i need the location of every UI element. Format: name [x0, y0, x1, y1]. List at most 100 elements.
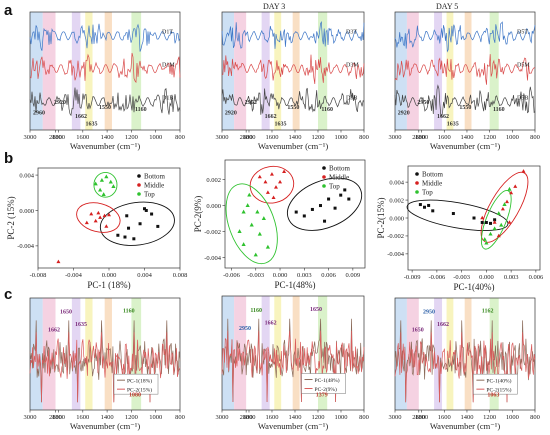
x-tick-label: 1000: [149, 134, 162, 141]
score-point-middle: [513, 184, 518, 188]
score-point-bottom: [423, 205, 426, 209]
spectral-band: [104, 12, 112, 130]
legend-marker: [137, 192, 141, 196]
y-tick-label: 0.004: [389, 179, 404, 186]
plot-frame: [394, 297, 536, 411]
peak-annotation: 1379: [316, 392, 328, 398]
x-axis-label: Wavenumber (cm⁻¹): [70, 141, 140, 151]
loading-line: [394, 332, 536, 403]
peak-annotation: 1662: [265, 321, 277, 327]
y-axis-label: PC-2(15%): [376, 198, 386, 239]
score-point-bottom: [451, 212, 455, 216]
score-point-bottom: [156, 224, 160, 228]
confidence-ellipse: [406, 199, 509, 231]
score-point-top: [257, 231, 262, 236]
x-tick-label: 1600: [438, 414, 451, 421]
score-point-bottom: [333, 206, 337, 210]
score-point-bottom: [144, 208, 148, 212]
x-axis-label: PC-1 (18%): [87, 280, 130, 290]
score-point-middle: [96, 210, 101, 215]
x-tick-label: -0.004: [65, 272, 83, 279]
x-tick-label: 1800: [52, 414, 65, 421]
peak-annotation: 1635: [275, 121, 287, 127]
legend-marker: [415, 172, 419, 176]
x-tick-label: 1800: [242, 414, 255, 421]
series-label: D3T: [346, 30, 357, 36]
y-tick-label: 0.000: [389, 215, 404, 222]
legend-label: PC-1(48%): [315, 377, 340, 384]
score-point-top: [496, 211, 501, 215]
spectrum-line: [29, 87, 181, 117]
legend-marker: [137, 183, 141, 187]
score-point-bottom: [318, 204, 322, 208]
x-tick-label: 1200: [125, 414, 138, 421]
spectrum-line: [221, 54, 365, 85]
x-tick-label: 0.000: [479, 274, 494, 281]
x-tick-label: 2800: [412, 414, 425, 421]
legend-marker: [415, 181, 419, 185]
score-point-bottom: [418, 203, 422, 207]
confidence-ellipse: [249, 165, 295, 204]
y-axis-label: PC-2 (15%): [6, 196, 16, 239]
spectrum-line: [394, 54, 536, 85]
score-point-middle: [505, 199, 509, 204]
loading-line: [394, 320, 536, 403]
spectral-band: [131, 298, 142, 410]
score-point-top: [482, 237, 487, 241]
x-axis-label: PC-1(40%): [454, 282, 495, 292]
x-tick-label: 1600: [76, 134, 89, 141]
x-tick-label: 800: [530, 414, 540, 421]
x-tick-label: 3000: [216, 414, 229, 421]
score-point-top: [247, 192, 252, 197]
score-point-middle: [257, 174, 262, 179]
x-tick-label: -0.003: [247, 272, 264, 279]
peak-annotation: 2960: [33, 111, 45, 117]
panel-b1: -0.008 -0.004 0.000 0.004 0.008 0.004 0.000 -0.…: [6, 167, 187, 290]
peak-annotation: 2920: [398, 111, 410, 117]
panel-b3: -0.009 -0.006 -0.003 0.000 0.003 0.006 0.004 0.…: [376, 165, 544, 292]
score-point-top: [108, 179, 113, 184]
peak-annotation: 1160: [135, 107, 147, 113]
spectral-band: [71, 12, 81, 130]
score-point-middle: [102, 213, 107, 218]
score-point-bottom: [427, 203, 431, 207]
y-tick-label: 0.002: [206, 177, 221, 184]
series-label: D3M: [346, 63, 359, 69]
spectral-band: [261, 12, 270, 130]
score-point-top: [98, 187, 103, 192]
confidence-ellipse: [480, 171, 529, 243]
legend-marker: [415, 190, 419, 194]
x-tick-label: 2800: [49, 134, 62, 141]
x-tick-label: 1200: [483, 414, 496, 421]
peak-annotation: 1662: [48, 328, 60, 334]
peak-annotation: 1635: [447, 121, 459, 127]
x-tick-label: 1400: [460, 414, 473, 421]
spectrum-line: [394, 84, 536, 118]
score-point-middle: [496, 233, 501, 238]
x-tick-label: 1000: [149, 414, 162, 421]
score-point-middle: [89, 211, 94, 216]
score-point-top: [241, 242, 246, 246]
peak-annotation: 1662: [75, 114, 87, 120]
score-point-middle: [492, 220, 497, 224]
x-tick-label: 800: [359, 414, 369, 421]
x-tick-label: 0.006: [529, 274, 544, 281]
series-label: D1T: [162, 30, 173, 36]
peak-annotation: 1160: [321, 107, 333, 113]
score-point-bottom: [480, 220, 484, 224]
x-tick-label: 1200: [311, 134, 324, 141]
score-point-top: [99, 177, 104, 182]
x-tick-label: 2800: [412, 134, 425, 141]
score-point-bottom: [339, 193, 343, 197]
x-tick-label: -0.003: [453, 274, 470, 281]
x-axis-label: Wavenumber (cm⁻¹): [258, 141, 328, 151]
score-point-middle: [56, 259, 61, 264]
legend-marker: [322, 184, 326, 188]
score-point-bottom: [343, 188, 347, 192]
legend-marker: [137, 174, 141, 178]
score-point-top: [255, 209, 260, 214]
